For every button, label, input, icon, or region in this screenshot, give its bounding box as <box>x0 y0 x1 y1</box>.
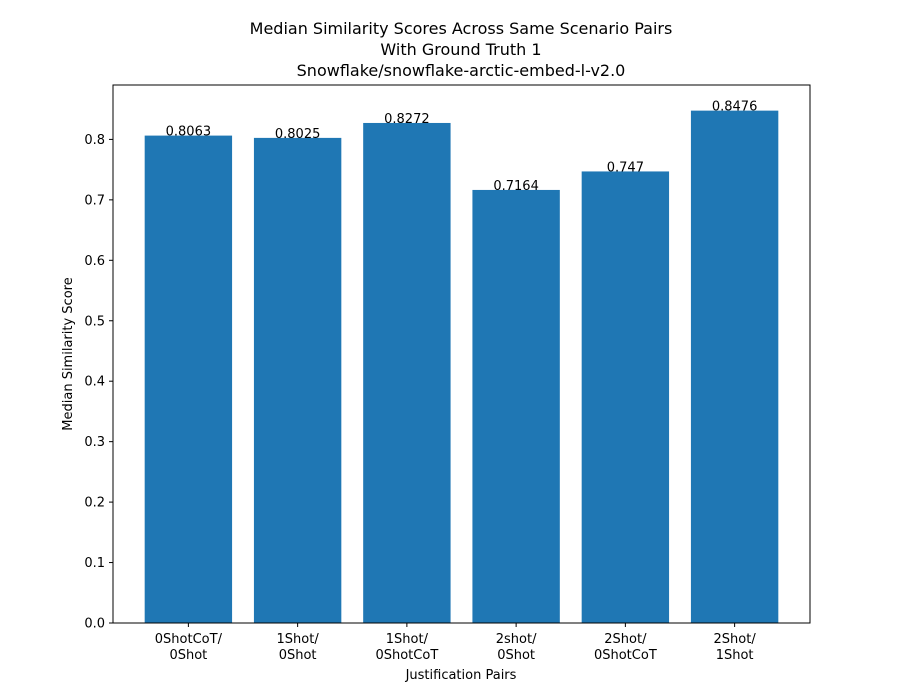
bar-value-labels: 0.8063 0.8025 0.8272 0.7164 0.747 0.8476 <box>166 100 758 194</box>
y-axis-ticks: 0.0 0.1 0.2 0.3 0.4 0.5 0.6 0.7 0.8 <box>84 133 113 632</box>
x-tick-label-line: 1Shot <box>716 648 754 663</box>
x-axis-ticks: 0ShotCoT/0Shot1Shot/0Shot1Shot/0ShotCoT2… <box>155 623 757 663</box>
bar-value-label-6: 0.8476 <box>712 100 758 115</box>
chart-title-line-2: With Ground Truth 1 <box>380 40 541 59</box>
bar-3 <box>363 122 451 623</box>
x-tick-label-line: 0ShotCoT <box>375 648 438 663</box>
x-tick-label-6: 2Shot/1Shot <box>714 632 757 663</box>
x-tick-label-line: 1Shot/ <box>386 632 429 647</box>
bars <box>144 110 779 624</box>
y-tick-label-1: 0.1 <box>84 556 105 571</box>
y-tick-label-0: 0.0 <box>84 617 105 632</box>
x-tick-label-line: 0Shot <box>279 648 317 663</box>
bar-2 <box>253 137 342 624</box>
y-tick-label-6: 0.6 <box>84 254 105 269</box>
y-tick-label-5: 0.5 <box>84 314 105 329</box>
bar-4 <box>472 189 560 623</box>
x-tick-label-4: 2shot/0Shot <box>496 632 537 663</box>
y-tick-label-8: 0.8 <box>84 133 105 148</box>
bar-5 <box>581 171 670 624</box>
chart-title: Median Similarity Scores Across Same Sce… <box>250 19 673 80</box>
x-axis-label: Justification Pairs <box>405 668 517 683</box>
x-tick-label-line: 1Shot/ <box>277 632 320 647</box>
y-tick-label-4: 0.4 <box>84 375 105 390</box>
bar-value-label-1: 0.8063 <box>166 125 212 140</box>
y-tick-label-2: 0.2 <box>84 496 105 511</box>
y-axis-label: Median Similarity Score <box>61 277 76 430</box>
x-tick-label-line: 2shot/ <box>496 632 537 647</box>
y-tick-label-3: 0.3 <box>84 435 105 450</box>
bar-value-label-4: 0.7164 <box>493 179 539 194</box>
plot-frame <box>112 84 811 624</box>
bar-value-label-3: 0.8272 <box>384 112 430 127</box>
y-tick-label-7: 0.7 <box>84 193 105 208</box>
x-tick-label-1: 0ShotCoT/0Shot <box>155 632 223 663</box>
x-tick-label-5: 2Shot/0ShotCoT <box>594 632 657 663</box>
bar-1 <box>144 135 233 623</box>
x-tick-label-line: 0ShotCoT/ <box>155 632 223 647</box>
x-tick-label-2: 1Shot/0Shot <box>277 632 320 663</box>
bar-6 <box>690 110 779 624</box>
x-tick-label-3: 1Shot/0ShotCoT <box>375 632 438 663</box>
x-tick-label-line: 2Shot/ <box>604 632 647 647</box>
bar-value-label-5: 0.747 <box>607 160 644 175</box>
x-tick-label-line: 0Shot <box>497 648 535 663</box>
x-tick-label-line: 0Shot <box>169 648 207 663</box>
x-tick-label-line: 2Shot/ <box>714 632 757 647</box>
chart-title-line-3: Snowflake/snowflake-arctic-embed-l-v2.0 <box>297 61 626 80</box>
chart-title-line-1: Median Similarity Scores Across Same Sce… <box>250 19 673 38</box>
bar-value-label-2: 0.8025 <box>275 127 321 142</box>
x-tick-label-line: 0ShotCoT <box>594 648 657 663</box>
